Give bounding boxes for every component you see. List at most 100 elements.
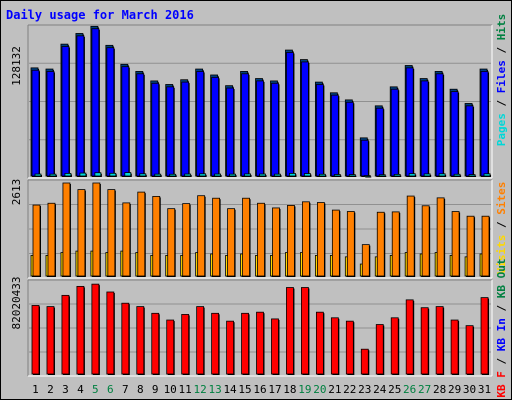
sites-bar [272,207,280,277]
kbf-bar [181,314,190,375]
day-label: 1 [32,383,39,396]
files-bar [465,105,474,177]
pages-bar [438,173,446,177]
pages-bar [169,173,177,177]
files-bar [435,73,444,177]
files-bar [61,46,70,177]
pages-bar [244,173,251,177]
kbf-bar [241,312,249,375]
pages-bar [79,172,87,177]
pages-bar [139,173,147,177]
pages-bar [453,173,461,177]
files-bar [375,107,384,177]
files-bar [106,47,115,177]
kbf-bar [286,287,294,375]
sites-bar [32,204,41,277]
sites-bar [391,211,400,277]
max-hits-label: 128132 [10,46,23,86]
files-bar [226,87,234,177]
files-bar [301,61,309,177]
sites-bar [287,205,295,277]
day-label: 31 [478,383,491,396]
sites-bar [376,211,385,277]
files-bar [181,81,190,177]
kbf-bar [76,285,85,375]
files-bar [271,82,279,177]
kbf-bar [450,319,459,375]
sites-bar [227,208,235,277]
kbf-bar [375,324,384,375]
pages-bar [408,173,416,177]
day-label: 21 [328,383,341,396]
pages-bar [34,173,42,177]
files-bar [405,67,414,177]
legend-item: KB In [495,318,508,351]
files-bar [450,91,459,177]
files-bar [330,94,339,177]
pages-bar [259,173,266,177]
sites-bar [346,211,355,277]
kbf-bar [480,297,489,375]
day-label: 6 [107,383,114,396]
sites-bar [302,201,310,277]
files-bar [345,101,354,177]
kbf-bar [315,311,324,375]
day-label: 12 [194,383,207,396]
sites-bar [406,195,415,277]
day-label: 30 [463,383,476,396]
files-bar [256,80,264,177]
pages-bar [304,173,311,177]
legend-item: Files [495,60,508,93]
kbf-bar [435,306,444,375]
pages-bar [348,174,356,177]
day-label: 13 [208,383,221,396]
pages-bar [199,173,207,177]
kbf-bar [360,348,369,375]
files-bar [136,73,145,177]
day-label: 25 [388,383,401,396]
files-bar [91,28,100,177]
sites-bar [152,196,161,277]
kbf-bar [166,319,175,375]
max-kbytes-label: 82020433 [10,277,23,330]
legend-item: Sites [495,182,508,215]
kbf-bar [226,320,234,375]
day-label: 22 [343,383,356,396]
pages-bar [423,173,431,177]
day-label: 7 [122,383,129,396]
sites-bar [167,208,176,277]
pages-bar [289,173,296,177]
pages-bar [124,172,132,177]
files-bar [420,80,429,177]
sites-bar [421,205,430,277]
day-label: 20 [313,383,326,396]
day-label: 15 [238,383,251,396]
sites-bar [466,215,475,277]
pages-bar [49,173,57,177]
sites-bar [182,203,191,277]
files-bar [360,139,369,177]
chart-title: Daily usage for March 2016 [6,8,194,22]
kbf-bar [405,299,414,375]
kbf-bar [256,311,264,375]
files-bar [315,84,324,177]
sites-bar [62,182,71,277]
sites-bar [361,244,370,277]
files-bar [241,73,249,177]
files-bar [121,66,130,177]
kbf-bar [61,294,70,375]
day-label: 2 [47,383,54,396]
sites-bar [242,197,250,277]
legend-separator: / [495,298,508,318]
day-label: 11 [179,383,192,396]
legend-item: Pages [495,113,508,146]
sites-bar [92,182,101,277]
pages-bar [109,172,117,177]
kbf-bar [31,305,40,375]
day-label: 17 [268,383,281,396]
legend-text: Pages / Files / Hits [495,14,508,147]
day-label: 14 [223,383,237,396]
day-label: 29 [448,383,461,396]
files-bar [390,88,399,177]
pages-bar [274,173,281,177]
